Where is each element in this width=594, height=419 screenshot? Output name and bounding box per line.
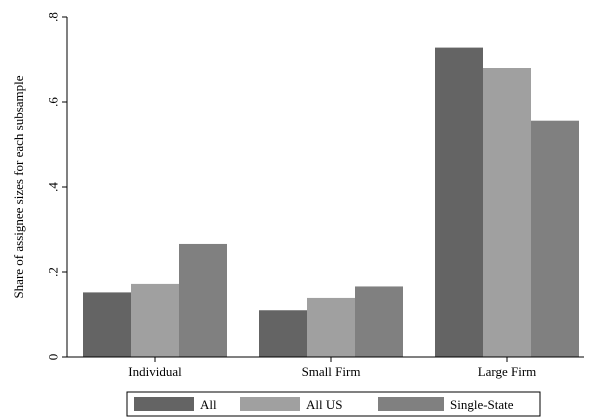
y-tick-label: .4 [46, 182, 61, 192]
legend-label: All US [306, 397, 342, 412]
bar-single-state-large-firm [531, 120, 579, 357]
y-axis: 0 .2 .4 .6 .8 [46, 12, 68, 361]
y-tick-label: .8 [46, 12, 61, 22]
bar-all-small-firm [259, 310, 307, 357]
legend-swatch-all-us [240, 397, 300, 411]
bar-all-us-small-firm [307, 297, 355, 357]
legend: All All US Single-State [126, 391, 541, 417]
x-axis: Individual Small Firm Large Firm [67, 356, 584, 379]
bar-single-state-individual [179, 243, 227, 357]
legend-label: All [200, 397, 217, 412]
bar-all-us-large-firm [483, 68, 531, 357]
y-tick-label: .6 [46, 97, 61, 107]
legend-swatch-all [134, 397, 194, 411]
legend-label: Single-State [450, 397, 514, 412]
y-tick-label: .2 [46, 267, 61, 277]
x-category-label: Large Firm [478, 364, 537, 379]
y-axis-title: Share of assignee sizes for each subsamp… [11, 75, 26, 298]
bar-all-large-firm [435, 47, 483, 357]
bar-single-state-small-firm [355, 286, 403, 357]
bars [83, 47, 579, 357]
bar-all-us-individual [131, 283, 179, 357]
legend-box [126, 391, 541, 417]
legend-swatch-single-state [378, 397, 444, 411]
bar-all-individual [83, 292, 131, 357]
x-category-label: Individual [128, 364, 182, 379]
y-tick-label: 0 [46, 354, 61, 361]
x-category-label: Small Firm [302, 364, 361, 379]
